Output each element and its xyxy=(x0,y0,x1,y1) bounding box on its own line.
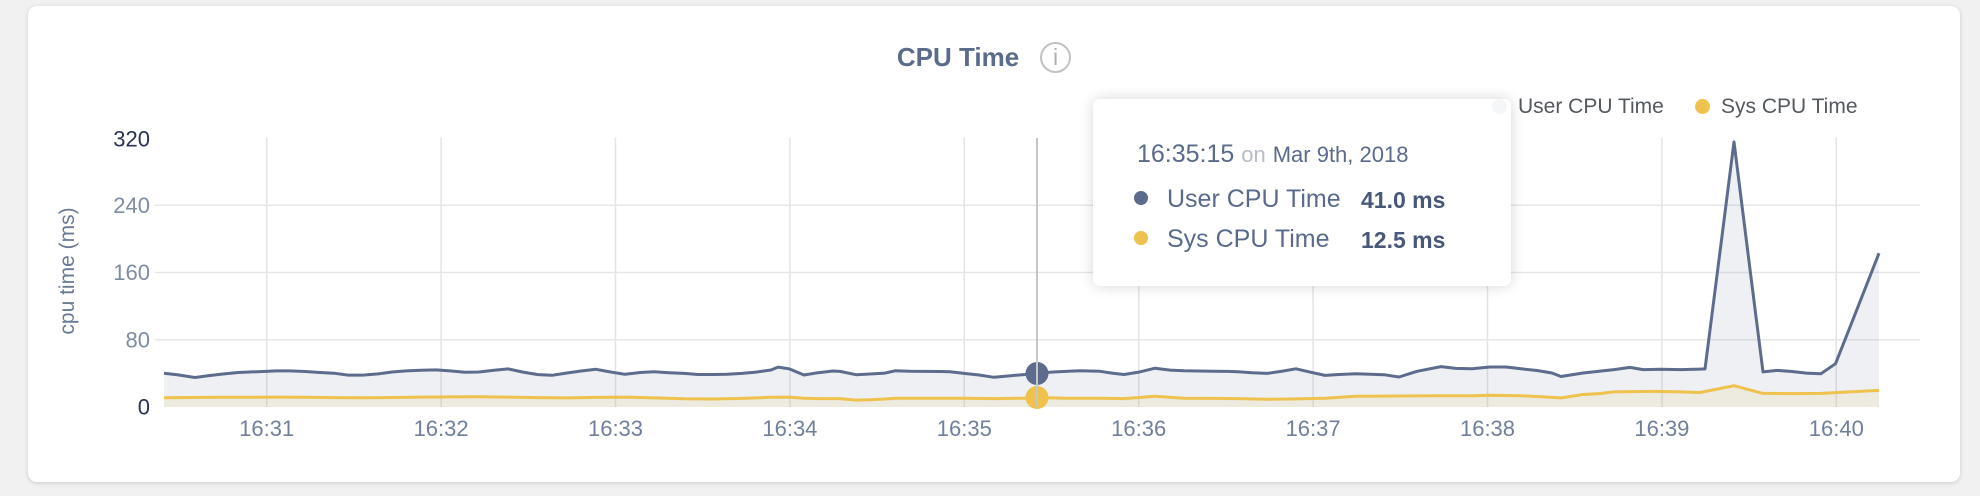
svg-text:16:32: 16:32 xyxy=(414,416,469,441)
svg-text:16:39: 16:39 xyxy=(1634,416,1689,441)
svg-text:16:35: 16:35 xyxy=(937,416,992,441)
svg-text:16:40: 16:40 xyxy=(1809,416,1864,441)
svg-text:160: 160 xyxy=(113,260,150,285)
svg-text:16:37: 16:37 xyxy=(1286,416,1341,441)
svg-text:0: 0 xyxy=(138,395,150,420)
svg-text:320: 320 xyxy=(113,127,150,152)
svg-text:80: 80 xyxy=(126,327,150,352)
svg-text:16:36: 16:36 xyxy=(1111,416,1166,441)
svg-text:16:31: 16:31 xyxy=(239,416,294,441)
svg-text:cpu time (ms): cpu time (ms) xyxy=(56,207,79,334)
svg-text:16:33: 16:33 xyxy=(588,416,643,441)
svg-text:240: 240 xyxy=(113,193,150,218)
svg-text:16:34: 16:34 xyxy=(762,416,817,441)
svg-text:16:38: 16:38 xyxy=(1460,416,1515,441)
